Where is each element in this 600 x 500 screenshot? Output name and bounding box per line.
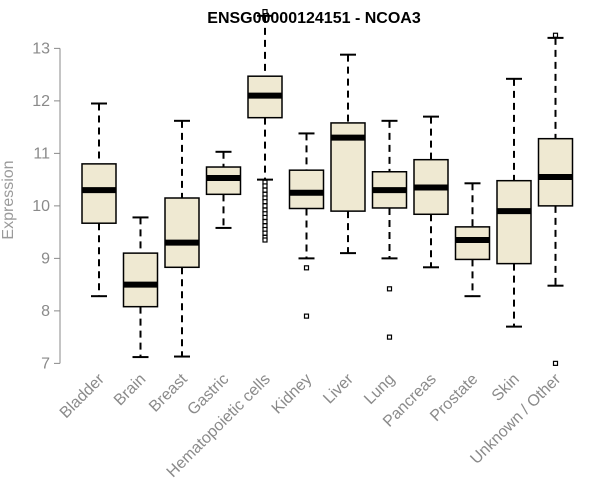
y-tick-label: 9 (41, 250, 50, 267)
box-lung (371, 119, 408, 340)
y-tick-label: 7 (41, 355, 50, 372)
outlier-point (262, 230, 268, 236)
box-breast (164, 119, 200, 358)
box-kidney (288, 132, 325, 319)
box-brain (122, 216, 159, 359)
y-tick-label: 10 (32, 198, 50, 215)
outlier-point (386, 334, 393, 340)
iqr-box (81, 163, 117, 224)
y-axis-label: Expression (0, 160, 17, 239)
outlier-point (262, 203, 268, 209)
outlier-point (552, 32, 559, 38)
y-tick-label: 12 (32, 93, 50, 110)
outlier-point (262, 183, 268, 189)
x-category-label: Brain (111, 371, 149, 409)
box-gastric (205, 150, 242, 229)
box-prostate (454, 182, 491, 298)
iqr-box (164, 197, 200, 269)
box-unknown-other (537, 32, 574, 366)
x-category-label: Kidney (269, 371, 316, 418)
iqr-box (537, 137, 574, 207)
outlier-point (303, 313, 310, 319)
iqr-box (122, 252, 159, 308)
outlier-point (262, 219, 268, 225)
iqr-box (288, 169, 325, 210)
x-category-label: Lung (361, 371, 398, 408)
x-category-label: Skin (489, 371, 523, 405)
outlier-point (303, 265, 310, 271)
box-pancreas (413, 115, 449, 269)
x-category-label: Liver (320, 370, 357, 407)
boxes-layer (81, 9, 574, 366)
x-category-label: Bladder (57, 370, 108, 421)
outlier-point (262, 9, 268, 15)
chart-title: ENSG00000124151 - NCOA3 (207, 10, 421, 27)
y-axis: 7 8 9 10 11 12 13 (32, 40, 61, 372)
iqr-box (496, 179, 532, 265)
box-hematopoietic-cells (247, 9, 283, 243)
y-tick-label: 8 (41, 303, 50, 320)
y-tick-label: 13 (32, 40, 50, 57)
outlier-point (262, 199, 268, 205)
outlier-point (552, 360, 559, 366)
x-category-label: Breast (146, 370, 191, 415)
outlier-point (386, 286, 393, 292)
box-bladder (81, 102, 117, 298)
outlier-point (262, 214, 268, 221)
box-liver (330, 53, 366, 255)
y-tick-label: 11 (33, 145, 50, 162)
outlier-point (262, 187, 268, 193)
box-skin (496, 77, 532, 328)
iqr-box (454, 226, 491, 261)
outlier-point (262, 237, 268, 243)
